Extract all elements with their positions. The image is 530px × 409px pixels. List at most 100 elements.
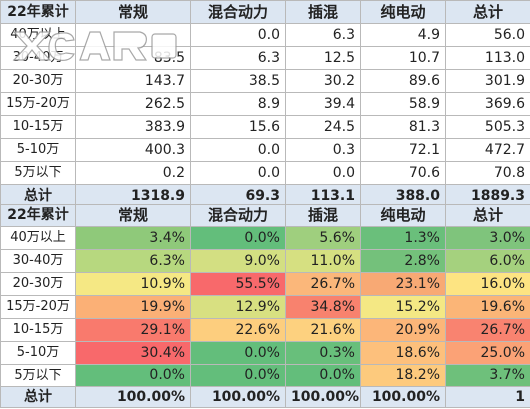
table-cell: 72.1 xyxy=(360,138,446,162)
table-cell: 34.8% xyxy=(285,295,361,319)
table-cell: 0.0% xyxy=(190,226,286,250)
table-cell: 15.2% xyxy=(360,295,446,319)
table-cell: 23.1% xyxy=(360,272,446,296)
column-header: 常规 xyxy=(75,204,191,227)
table-cell: 0.0 xyxy=(190,161,286,185)
row-label: 40万以上 xyxy=(0,23,76,47)
column-header: 常规 xyxy=(75,0,191,24)
table-cell xyxy=(75,23,191,47)
column-header: 22年累计 xyxy=(0,204,76,227)
table-cell: 2.8% xyxy=(360,249,446,273)
table-cell: 58.9 xyxy=(360,92,446,116)
table-cell: 12.9% xyxy=(190,295,286,319)
table-cell: 29.1% xyxy=(75,318,191,342)
table-cell: 5.6% xyxy=(285,226,361,250)
table-cell: 24.5 xyxy=(285,115,361,139)
table-cell: 0.0 xyxy=(190,23,286,47)
header-row: 22年累计 常规 混合动力 插混 纯电动 总计 xyxy=(0,204,530,227)
share-percentage-table: 22年累计 常规 混合动力 插混 纯电动 总计 40万以上 3.4% 0.0% 5.6% 1.3% 3… xyxy=(0,204,530,408)
table-row: 40万以上 3.4% 0.0% 5.6% 1.3% 3.0% xyxy=(0,226,530,250)
table-cell: 0.2 xyxy=(75,161,191,185)
table-cell: 369.6 xyxy=(445,92,530,116)
total-cell: 1 xyxy=(445,386,530,408)
table-cell: 10.7 xyxy=(360,46,446,70)
table-cell: 0.3% xyxy=(285,341,361,365)
column-header: 纯电动 xyxy=(360,0,446,24)
table-cell: 26.7% xyxy=(285,272,361,296)
row-label: 30-40万 xyxy=(0,249,76,273)
table-row: 5万以下 0.2 0.0 0.0 70.6 70.8 xyxy=(0,161,530,185)
row-label: 20-30万 xyxy=(0,69,76,93)
table-cell: 12.5 xyxy=(285,46,361,70)
column-header: 22年累计 xyxy=(0,0,76,24)
table-row: 15万-20万 262.5 8.9 39.4 58.9 369.6 xyxy=(0,92,530,116)
table-row: 5-10万 30.4% 0.0% 0.3% 18.6% 25.0% xyxy=(0,341,530,365)
table-cell: 39.4 xyxy=(285,92,361,116)
row-label: 5万以下 xyxy=(0,364,76,387)
table-cell: 0.0% xyxy=(190,364,286,387)
table-cell: 0.0 xyxy=(190,138,286,162)
row-label: 20-30万 xyxy=(0,272,76,296)
row-label: 5万以下 xyxy=(0,161,76,185)
table-row: 5-10万 400.3 0.0 0.3 72.1 472.7 xyxy=(0,138,530,162)
table-cell: 70.6 xyxy=(360,161,446,185)
table-cell: 55.5% xyxy=(190,272,286,296)
table-cell: 6.3% xyxy=(75,249,191,273)
table-cell: 113.0 xyxy=(445,46,530,70)
total-cell: 100.00% xyxy=(190,386,286,408)
table-cell: 6.3 xyxy=(285,23,361,47)
table-cell: 8.9 xyxy=(190,92,286,116)
table-row: 20-30万 143.7 38.5 30.2 89.6 301.9 xyxy=(0,69,530,93)
row-label: 10-15万 xyxy=(0,318,76,342)
table-cell: 3.0% xyxy=(445,226,530,250)
table-cell: 15.6 xyxy=(190,115,286,139)
table-cell: 56.0 xyxy=(445,23,530,47)
total-cell: 100.00% xyxy=(75,386,191,408)
table-cell: 400.3 xyxy=(75,138,191,162)
column-header: 插混 xyxy=(285,0,361,24)
table-cell: 472.7 xyxy=(445,138,530,162)
table-row: 30-40万 6.3% 9.0% 11.0% 2.8% 6.0% xyxy=(0,249,530,273)
table-row: 10-15万 29.1% 22.6% 21.6% 20.9% 26.7% xyxy=(0,318,530,342)
table-cell: 3.4% xyxy=(75,226,191,250)
table-cell: 0.3 xyxy=(285,138,361,162)
table-cell: 6.0% xyxy=(445,249,530,273)
table-cell: 505.3 xyxy=(445,115,530,139)
table-cell: 9.0% xyxy=(190,249,286,273)
table-cell: 0.0 xyxy=(285,161,361,185)
table-cell: 26.7% xyxy=(445,318,530,342)
table-row: 30-40万 83.5 6.3 12.5 10.7 113.0 xyxy=(0,46,530,70)
total-label: 总计 xyxy=(0,184,76,208)
table-row: 40万以上 0.0 6.3 4.9 56.0 xyxy=(0,23,530,47)
row-label: 10-15万 xyxy=(0,115,76,139)
sales-volume-table: 22年累计 常规 混合动力 插混 纯电动 总计 40万以上 0.0 6.3 4.9 56.0 30-4… xyxy=(0,0,530,208)
table-cell: 301.9 xyxy=(445,69,530,93)
total-label: 总计 xyxy=(0,386,76,408)
header-row: 22年累计 常规 混合动力 插混 纯电动 总计 xyxy=(0,0,530,24)
column-header: 插混 xyxy=(285,204,361,227)
table-cell: 30.2 xyxy=(285,69,361,93)
table-cell: 0.0% xyxy=(285,364,361,387)
table-cell: 383.9 xyxy=(75,115,191,139)
total-row: 总计 100.00% 100.00% 100.00% 100.00% 1 xyxy=(0,386,530,408)
table-cell: 22.6% xyxy=(190,318,286,342)
table-cell: 38.5 xyxy=(190,69,286,93)
table-row: 20-30万 10.9% 55.5% 26.7% 23.1% 16.0% xyxy=(0,272,530,296)
row-label: 5-10万 xyxy=(0,341,76,365)
table-cell: 18.2% xyxy=(360,364,446,387)
table-cell: 3.7% xyxy=(445,364,530,387)
row-label: 5-10万 xyxy=(0,138,76,162)
table-cell: 83.5 xyxy=(75,46,191,70)
column-header: 总计 xyxy=(445,204,530,227)
table-cell: 20.9% xyxy=(360,318,446,342)
column-header: 混合动力 xyxy=(190,0,286,24)
table-cell: 6.3 xyxy=(190,46,286,70)
table-cell: 19.6% xyxy=(445,295,530,319)
table-cell: 4.9 xyxy=(360,23,446,47)
row-label: 40万以上 xyxy=(0,226,76,250)
column-header: 纯电动 xyxy=(360,204,446,227)
table-row: 15万-20万 19.9% 12.9% 34.8% 15.2% 19.6% xyxy=(0,295,530,319)
table-cell: 70.8 xyxy=(445,161,530,185)
table-cell: 1.3% xyxy=(360,226,446,250)
total-cell: 100.00% xyxy=(360,386,446,408)
